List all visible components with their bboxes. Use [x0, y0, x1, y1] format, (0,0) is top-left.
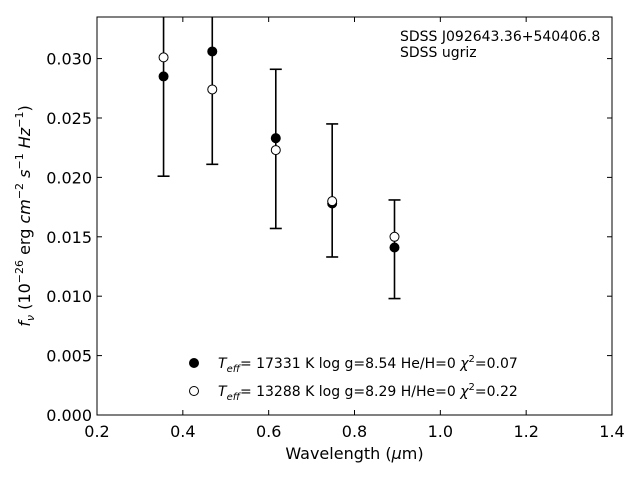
x-axis-label: Wavelength (μm): [285, 444, 423, 463]
point-filled: [389, 242, 400, 253]
y-tick-label: 0.020: [46, 168, 92, 187]
y-tick-label: 0.005: [46, 347, 92, 366]
y-tick-label: 0.015: [46, 228, 92, 247]
legend: Teff= 17331 K log g=8.54 He/H=0 χ2=0.07 …: [189, 354, 518, 403]
x-tick-label: 0.8: [342, 422, 367, 441]
y-axis-label: fν (10−26 erg cm−2 s−1 Hz−1): [13, 105, 37, 326]
legend-marker-open: [189, 386, 199, 396]
point-filled: [270, 133, 281, 144]
ticks: 0.2 0.4 0.6 0.8 1.0 1.2 1.4 0.000 0.005 0.010 0.01…: [46, 17, 625, 441]
filter-system-annotation: SDSS ugriz: [400, 45, 477, 61]
x-tick-label: 0.4: [170, 422, 195, 441]
data-points: [158, 46, 400, 253]
x-tick-label: 0.2: [84, 422, 109, 441]
x-tick-label: 1.0: [428, 422, 453, 441]
y-tick-label: 0.000: [46, 406, 92, 425]
point-open: [389, 231, 400, 242]
legend-label-filled: Teff= 17331 K log g=8.54 He/H=0 χ2=0.07: [218, 354, 518, 375]
legend-label-open: Teff= 13288 K log g=8.29 H/He=0 χ2=0.22: [218, 382, 518, 403]
y-tick-label: 0.025: [46, 109, 92, 128]
point-filled: [158, 71, 169, 82]
y-tick-label: 0.010: [46, 287, 92, 306]
x-tick-label: 0.6: [256, 422, 281, 441]
point-open: [327, 196, 338, 207]
point-open: [158, 52, 169, 63]
point-filled: [207, 46, 218, 57]
error-bars: [157, 17, 401, 300]
x-tick-label: 1.2: [513, 422, 538, 441]
point-open: [270, 145, 281, 156]
object-name-annotation: SDSS J092643.36+540406.8: [400, 29, 600, 45]
x-tick-label: 1.4: [599, 422, 624, 441]
y-tick-label: 0.030: [46, 50, 92, 69]
legend-marker-filled: [189, 358, 199, 368]
point-open: [207, 84, 218, 95]
